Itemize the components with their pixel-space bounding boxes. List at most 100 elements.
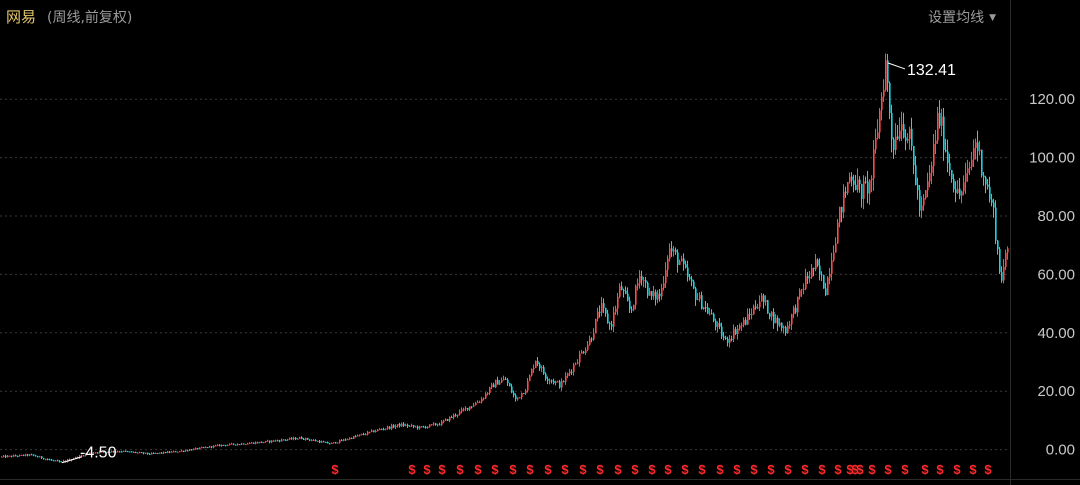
candle-down <box>191 449 193 451</box>
candle-up <box>933 143 935 166</box>
candle-down <box>731 338 733 340</box>
dividend-marker[interactable]: $ <box>851 462 859 477</box>
candle-down <box>301 437 303 439</box>
dividend-marker[interactable]: $ <box>750 462 758 477</box>
candle-down <box>659 293 661 297</box>
candle-down <box>235 444 237 446</box>
chart-period-label: (周线,前复权) <box>47 10 133 26</box>
candle-up <box>473 405 475 407</box>
dividend-marker[interactable]: $ <box>491 462 499 477</box>
dividend-marker[interactable]: $ <box>526 462 534 477</box>
dividend-marker[interactable]: $ <box>438 462 446 477</box>
dividend-marker[interactable]: $ <box>936 462 944 477</box>
candle-down <box>269 440 271 443</box>
candle-up <box>297 438 299 440</box>
candle-up <box>311 440 313 442</box>
dividend-marker[interactable]: $ <box>509 462 517 477</box>
candle-up <box>875 137 877 150</box>
candle-down <box>651 291 653 297</box>
candle-down <box>675 249 677 253</box>
candle-up <box>459 411 461 415</box>
candle-up <box>199 447 201 450</box>
candle-up <box>661 287 663 297</box>
set-moving-average-button[interactable]: 设置均线 ▼ <box>928 7 996 27</box>
dividend-marker[interactable]: $ <box>614 462 622 477</box>
candle-down <box>735 329 737 335</box>
dividend-marker[interactable]: $ <box>681 462 689 477</box>
candle-down <box>187 450 189 452</box>
candle-up <box>637 283 639 286</box>
candle-up <box>535 360 537 368</box>
dividend-marker[interactable]: $ <box>901 462 909 477</box>
candle-up <box>145 452 147 454</box>
candle-down <box>393 425 395 428</box>
candle-down <box>985 177 987 185</box>
candle-down <box>893 139 895 151</box>
dividend-marker[interactable]: $ <box>456 462 464 477</box>
dividend-marker[interactable]: $ <box>921 462 929 477</box>
candle-up <box>353 436 355 439</box>
dividend-marker[interactable]: $ <box>648 462 656 477</box>
dividend-marker[interactable]: $ <box>818 462 826 477</box>
candle-down <box>605 308 607 314</box>
candle-down <box>261 441 263 443</box>
dividend-marker[interactable]: $ <box>784 462 792 477</box>
dividend-marker[interactable]: $ <box>984 462 992 477</box>
dividend-marker[interactable]: $ <box>698 462 706 477</box>
dividend-marker[interactable]: $ <box>884 462 892 477</box>
candle-up <box>45 458 47 460</box>
candle-down <box>141 452 143 454</box>
candle-down <box>641 275 643 281</box>
dividend-marker[interactable]: $ <box>834 462 842 477</box>
dividend-marker[interactable]: $ <box>631 462 639 477</box>
dividend-marker[interactable]: $ <box>664 462 672 477</box>
candle-up <box>931 165 933 173</box>
dividend-marker[interactable]: $ <box>856 462 864 477</box>
candle-down <box>149 453 151 455</box>
candle-down <box>551 380 553 382</box>
candle-up <box>843 191 845 213</box>
candle-down <box>183 450 185 452</box>
candle-up <box>185 450 187 452</box>
candle-up <box>391 425 393 429</box>
candle-down <box>135 452 137 454</box>
dividend-marker[interactable]: $ <box>733 462 741 477</box>
candle-down <box>253 442 255 444</box>
candle-down <box>15 455 17 457</box>
dividend-marker[interactable]: $ <box>953 462 961 477</box>
candle-down <box>553 380 555 384</box>
candle-down <box>303 438 305 440</box>
candle-up <box>791 314 793 325</box>
dividend-marker[interactable]: $ <box>474 462 482 477</box>
candle-down <box>421 426 423 428</box>
candle-down <box>399 424 401 427</box>
dividend-marker[interactable]: $ <box>801 462 809 477</box>
dividend-marker[interactable]: $ <box>767 462 775 477</box>
dividend-marker[interactable]: $ <box>544 462 552 477</box>
high-arrow <box>887 62 906 70</box>
candle-up <box>597 311 599 319</box>
candle-down <box>819 265 821 275</box>
dividend-marker[interactable]: $ <box>596 462 604 477</box>
candle-down <box>43 458 45 460</box>
dividend-marker[interactable]: $ <box>868 462 876 477</box>
dividend-marker[interactable]: $ <box>579 462 587 477</box>
candle-down <box>471 406 473 408</box>
candle-up <box>979 149 981 152</box>
dividend-marker[interactable]: $ <box>408 462 416 477</box>
candle-up <box>965 173 967 183</box>
dividend-marker[interactable]: $ <box>331 462 339 477</box>
candle-up <box>431 424 433 426</box>
candle-down <box>53 460 55 462</box>
candle-up <box>409 425 411 427</box>
dividend-marker[interactable]: $ <box>561 462 569 477</box>
candle-up <box>929 172 931 182</box>
dividend-marker[interactable]: $ <box>846 462 854 477</box>
dividend-marker[interactable]: $ <box>969 462 977 477</box>
dividend-marker[interactable]: $ <box>423 462 431 477</box>
candle-down <box>721 326 723 337</box>
candle-down <box>629 300 631 310</box>
candle-up <box>379 429 381 431</box>
candle-up <box>765 300 767 303</box>
dividend-marker[interactable]: $ <box>716 462 724 477</box>
